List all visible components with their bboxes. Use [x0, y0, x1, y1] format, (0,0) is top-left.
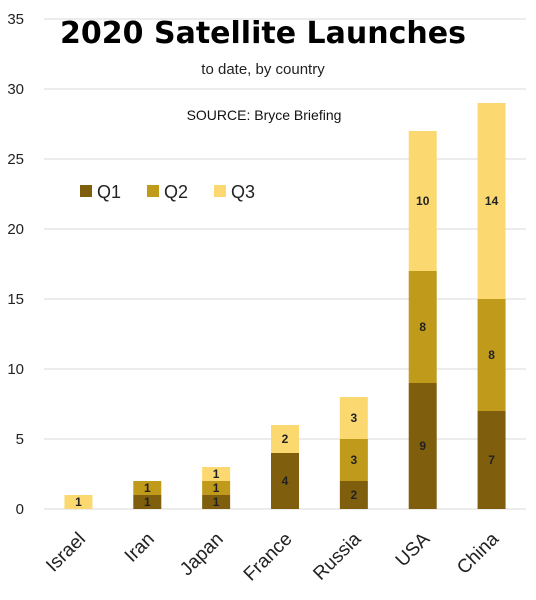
data-label: 14 [485, 194, 499, 208]
data-label: 2 [282, 432, 289, 446]
data-label: 3 [351, 411, 358, 425]
y-tick-label: 25 [7, 151, 24, 168]
bar-segment [64, 495, 93, 509]
y-tick-label: 15 [7, 291, 24, 308]
y-tick-label: 30 [7, 81, 24, 98]
data-label: 3 [351, 453, 358, 467]
bar-segment [202, 467, 231, 481]
bar-segment [477, 299, 506, 411]
bar-segment [339, 481, 368, 509]
data-label: 4 [282, 474, 289, 488]
bar-segment [202, 481, 231, 495]
x-tick-label: China [453, 528, 503, 578]
bar-segment [408, 271, 437, 383]
grid-lines [44, 18, 526, 510]
bar-segment [339, 439, 368, 481]
y-tick-label: 10 [7, 361, 24, 378]
x-tick-label: Iran [121, 529, 159, 567]
data-label: 1 [213, 481, 220, 495]
legend-label: Q2 [164, 182, 188, 202]
bar-segment [408, 383, 437, 509]
bar-segment [477, 103, 506, 299]
bar-segment [271, 425, 299, 453]
legend-swatch [214, 185, 226, 197]
data-label: 1 [213, 467, 220, 481]
bar-segment [271, 453, 299, 509]
data-label: 1 [213, 495, 220, 509]
x-tick-label: Japan [176, 529, 227, 580]
y-axis-ticks: 0 5 10 15 20 25 30 35 [7, 11, 24, 518]
legend-label: Q1 [97, 182, 121, 202]
bar-segment [477, 411, 506, 509]
x-tick-label: USA [392, 528, 435, 571]
data-label: 8 [488, 348, 495, 362]
legend: Q1 Q2 Q3 [80, 182, 255, 202]
chart-subtitle: to date, by country [201, 61, 325, 78]
bar-segment [133, 481, 162, 495]
data-label: 8 [419, 320, 426, 334]
bar-segment [202, 495, 231, 509]
legend-swatch [80, 185, 92, 197]
data-label: 2 [351, 488, 358, 502]
x-axis-ticks: Israel Iran Japan France Russia USA China [42, 528, 503, 585]
y-tick-label: 0 [16, 501, 24, 518]
data-label: 1 [75, 495, 82, 509]
legend-label: Q3 [231, 182, 255, 202]
x-tick-label: France [240, 529, 297, 586]
data-label: 7 [488, 453, 495, 467]
data-label: 1 [144, 495, 151, 509]
y-tick-label: 35 [7, 11, 24, 28]
y-tick-label: 20 [7, 221, 24, 238]
data-label: 1 [144, 481, 151, 495]
chart-title: 2020 Satellite Launches [60, 16, 466, 51]
data-label: 9 [419, 439, 426, 453]
source-note: SOURCE: Bryce Briefing [187, 107, 342, 123]
data-label: 10 [416, 194, 430, 208]
bar-segment [408, 131, 437, 271]
legend-swatch [147, 185, 159, 197]
bar-segment [133, 495, 162, 509]
y-tick-label: 5 [16, 431, 24, 448]
bar-segment [339, 397, 368, 439]
x-tick-label: Israel [42, 529, 90, 577]
x-tick-label: Russia [309, 528, 365, 584]
